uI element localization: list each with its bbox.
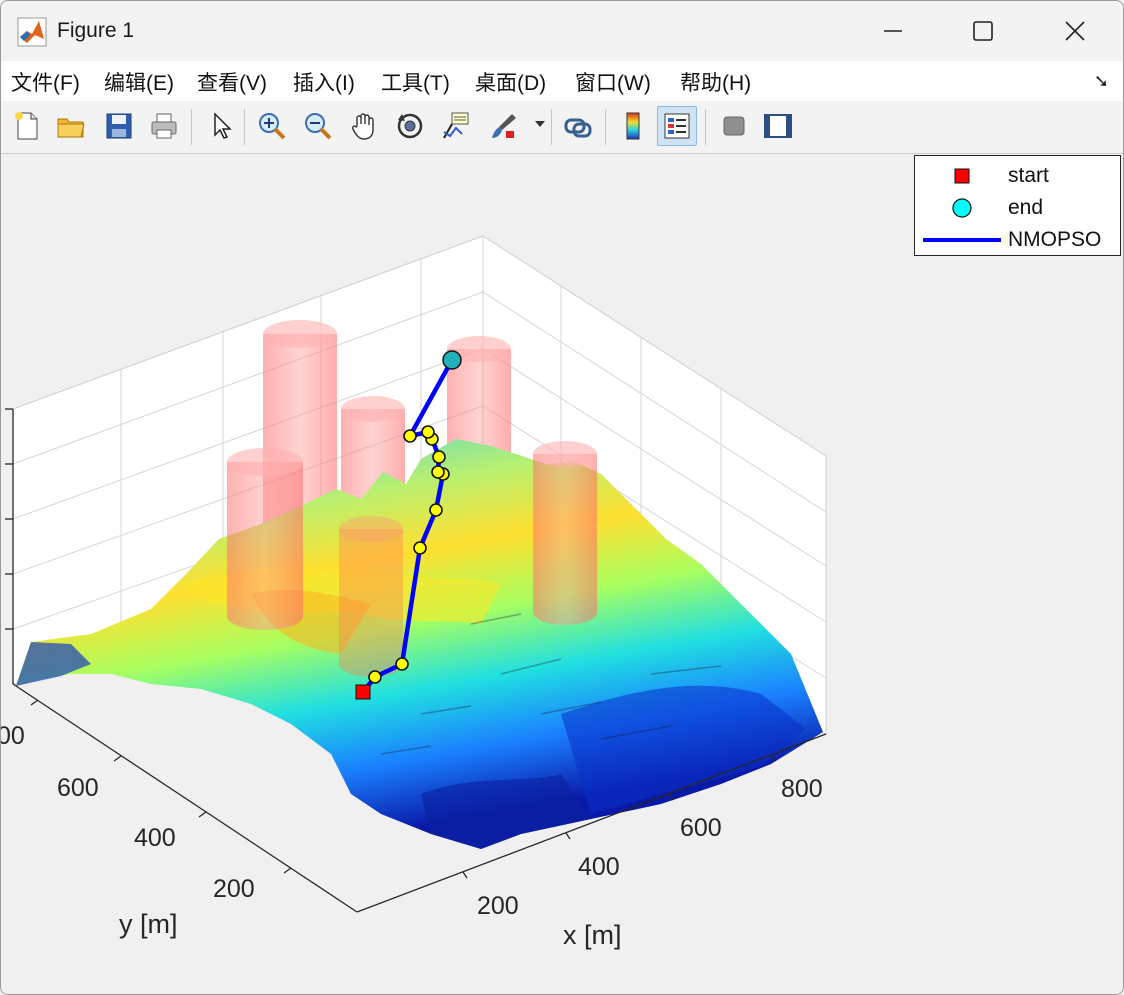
menu-insert[interactable]: 插入(I) (293, 72, 355, 95)
y-tick-labels: 00 600 400 200 (1, 722, 255, 903)
y-tick-label: 600 (57, 774, 99, 802)
axis-lines (5, 408, 827, 913)
zoom-out-button[interactable] (298, 106, 338, 146)
save-icon (106, 113, 132, 139)
pan-button[interactable] (344, 106, 384, 146)
menu-desktop[interactable]: 桌面(D) (475, 72, 547, 95)
figure-canvas[interactable]: 00 600 400 200 200 400 600 800 y [m] x [… (1, 154, 1123, 994)
menu-view[interactable]: 查看(V) (197, 72, 267, 95)
legend-label: start (1008, 164, 1049, 187)
menu-tools[interactable]: 工具(T) (381, 72, 450, 95)
nmopso-path (355, 350, 462, 700)
minimize-icon (884, 30, 902, 32)
x-tick-label: 400 (578, 853, 620, 881)
data-cursor-button[interactable] (436, 106, 476, 146)
figure-toolbar (1, 101, 1123, 154)
close-icon (1065, 21, 1085, 41)
y-tick-label: 200 (213, 875, 255, 903)
save-button[interactable] (99, 106, 139, 146)
brush-button[interactable] (484, 106, 524, 146)
waypoint-marker (429, 503, 443, 517)
legend-label: end (1008, 196, 1044, 219)
zoom-out-icon (305, 113, 332, 140)
insert-colorbar-button[interactable] (613, 106, 653, 146)
axes-3d[interactable]: 00 600 400 200 200 400 600 800 y [m] x [… (1, 154, 1123, 994)
rotate-3d-button[interactable] (390, 106, 430, 146)
menu-bar: 文件(F) 编辑(E) 查看(V) 插入(I) 工具(T) 桌面(D) 窗口(W… (1, 61, 1123, 102)
toolbar-separator (244, 109, 245, 145)
window-title: Figure 1 (57, 19, 135, 42)
minimize-button[interactable] (847, 1, 939, 61)
rotate-3d-icon (397, 113, 423, 139)
open-folder-icon (57, 118, 85, 138)
legend-icon (664, 113, 690, 139)
x-tick-label: 200 (477, 892, 519, 920)
maximize-icon (973, 21, 993, 41)
brush-icon (492, 114, 516, 138)
legend-label: NMOPSO (1008, 228, 1102, 251)
square-marker-icon (954, 168, 970, 184)
new-figure-button[interactable] (7, 106, 47, 146)
hide-plot-tools-button[interactable] (714, 106, 754, 146)
waypoint-marker (431, 465, 445, 479)
x-tick-label: 600 (680, 814, 722, 842)
close-button[interactable] (1029, 1, 1121, 61)
legend-entry-start: start (915, 160, 1120, 192)
menu-help[interactable]: 帮助(H) (680, 72, 752, 95)
pointer-icon (214, 112, 232, 139)
x-tick-label: 800 (781, 775, 823, 803)
pan-hand-icon (352, 113, 374, 140)
waypoint-marker (395, 657, 409, 671)
link-plot-icon (564, 118, 592, 138)
line-marker-icon (923, 238, 1001, 242)
legend-entry-nmopso: NMOPSO (915, 224, 1120, 256)
menu-file[interactable]: 文件(F) (11, 72, 80, 95)
legend-entry-end: end (915, 192, 1120, 224)
toolbar-separator (605, 109, 606, 145)
edit-plot-button[interactable] (200, 106, 240, 146)
waypoint-marker (421, 425, 435, 439)
brush-dropdown-icon[interactable] (535, 121, 545, 127)
zoom-in-button[interactable] (252, 106, 292, 146)
hide-plot-tools-icon (723, 116, 745, 136)
menu-edit[interactable]: 编辑(E) (104, 72, 174, 95)
show-plot-tools-icon (764, 114, 792, 138)
toolbar-separator (551, 109, 552, 145)
start-marker (355, 684, 371, 700)
waypoint-marker (432, 450, 446, 464)
data-cursor-icon (443, 112, 469, 139)
y-tick-label: 400 (134, 824, 176, 852)
zoom-in-icon (259, 113, 286, 140)
toolbar-separator (705, 109, 706, 145)
open-file-button[interactable] (51, 106, 91, 146)
legend[interactable]: start end NMOPSO (914, 155, 1121, 256)
y-axis-label: y [m] (119, 909, 178, 939)
waypoint-marker (413, 541, 427, 555)
waypoint-marker (403, 429, 417, 443)
waypoint-marker (368, 670, 382, 684)
maximize-button[interactable] (937, 1, 1029, 61)
circle-marker-icon (952, 198, 972, 218)
link-plot-button[interactable] (558, 106, 598, 146)
y-tick-label-first: 00 (1, 722, 25, 750)
terrain-surface (16, 439, 823, 849)
dock-arrow-icon[interactable]: ➘ (1093, 71, 1109, 91)
end-marker (442, 350, 462, 370)
show-plot-tools-button[interactable] (758, 106, 798, 146)
print-button[interactable] (144, 106, 184, 146)
insert-legend-button[interactable] (657, 106, 697, 146)
menu-window[interactable]: 窗口(W) (575, 72, 651, 95)
x-axis-label: x [m] (563, 920, 622, 950)
print-icon (151, 113, 177, 139)
toolbar-separator (191, 109, 192, 145)
title-bar: Figure 1 (1, 1, 1123, 61)
matlab-icon (17, 17, 47, 47)
colorbar-icon (626, 112, 640, 140)
obstacle-cylinders-front (227, 441, 597, 677)
new-figure-icon (15, 112, 38, 140)
x-tick-labels: 200 400 600 800 (477, 775, 823, 920)
